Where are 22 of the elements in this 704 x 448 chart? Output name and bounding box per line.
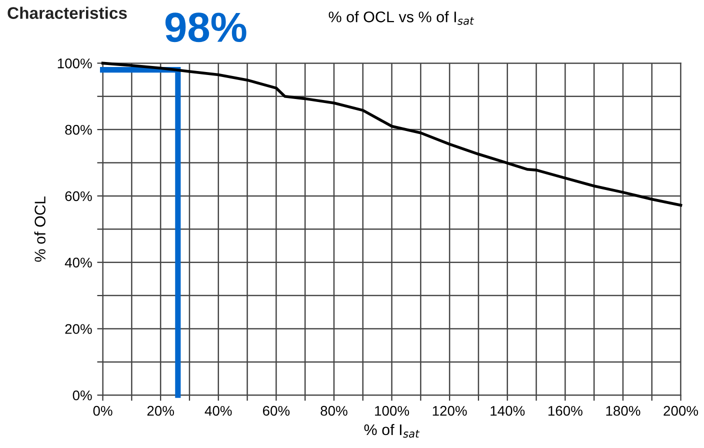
x-tick-label: 60% (262, 406, 290, 416)
x-tick-label: 200% (664, 406, 698, 416)
chart-subtitle: % of OCL vs % of I$_{sat}$ (328, 11, 474, 25)
y-tick-label: 20% (65, 324, 92, 334)
x-tick-label: 40% (204, 406, 232, 416)
y-tick-label: 100% (58, 58, 92, 68)
y-tick-label: 40% (64, 258, 92, 268)
annotation: 98% (165, 12, 246, 42)
chart-title: Characteristics (8, 6, 127, 19)
y-axis-title: % of OCL (34, 196, 46, 262)
x-tick-label: 180% (606, 406, 640, 416)
x-tick-label: 0% (93, 406, 112, 416)
x-tick-label: 100% (375, 406, 410, 416)
y-tick-label: 0% (72, 390, 92, 400)
y-tick-label: 60% (65, 191, 92, 202)
x-tick-label: 20% (147, 406, 174, 416)
x-axis-title: % of I$_{sat}$ (364, 424, 420, 438)
x-tick-label: 160% (548, 406, 582, 416)
x-tick-label: 80% (320, 406, 348, 416)
x-tick-label: 120% (432, 406, 467, 416)
y-tick-label: 80% (65, 124, 92, 135)
x-tick-label: 140% (490, 406, 525, 416)
